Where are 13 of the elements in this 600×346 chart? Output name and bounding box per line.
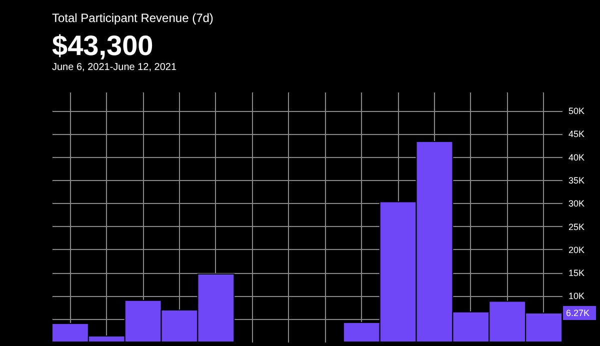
y-tick-label: 10K <box>568 291 585 302</box>
y-tick-label: 40K <box>568 152 585 162</box>
chart-title: Total Participant Revenue (7d) <box>52 11 214 25</box>
text: June 6, 2021-June 12, 2021 <box>52 62 177 73</box>
y-tick-label: 25K <box>568 222 585 232</box>
y-tick-label: 30K <box>568 198 585 209</box>
y-tick-label: 45K <box>568 129 585 140</box>
y-tick-label: 20K <box>568 244 585 255</box>
annotation: 6.27K <box>566 308 590 318</box>
chart-subtitle: $43,300 <box>52 30 154 61</box>
y-tick-label: 35K <box>568 175 585 186</box>
y-tick-label: 15K <box>568 268 585 278</box>
y-tick-label: 50K <box>568 106 585 116</box>
